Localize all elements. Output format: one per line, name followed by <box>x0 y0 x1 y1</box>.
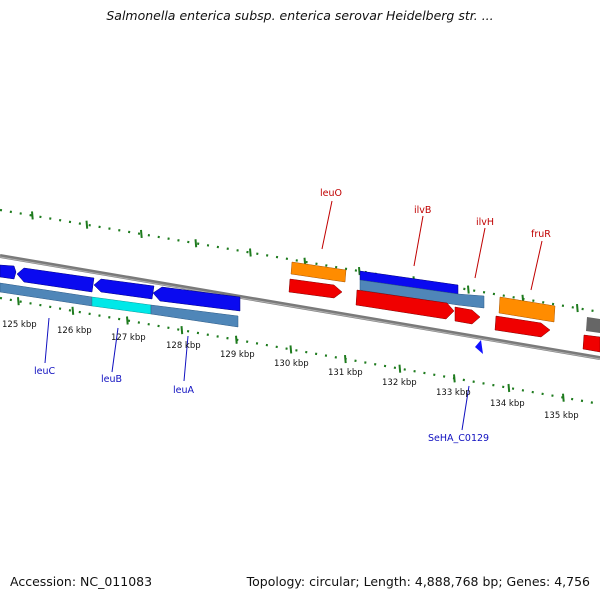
cds-arrow <box>152 286 241 312</box>
gene-label-fruR: fruR <box>531 229 551 240</box>
major-tick <box>576 304 579 313</box>
map-title: Salmonella enterica subsp. enterica sero… <box>106 8 494 23</box>
scale-label: 134 kbp <box>490 399 525 409</box>
cds-arrow <box>288 278 343 299</box>
reverse-cds-track <box>0 264 241 312</box>
major-tick <box>562 393 565 402</box>
scale-label: 128 kbp <box>166 341 201 351</box>
major-tick <box>507 383 511 393</box>
gene-label-ilvH: ilvH <box>476 217 494 228</box>
major-tick <box>71 306 75 315</box>
topology-summary-text: Topology: circular; Length: 4,888,768 bp… <box>246 574 590 589</box>
cds-arrow <box>0 264 17 280</box>
feature-leuO <box>290 261 347 283</box>
forward-feature-track <box>288 261 600 353</box>
cds-arrow <box>582 334 600 353</box>
operon-track <box>0 282 239 328</box>
gene-label-leuA: leuA <box>173 385 195 396</box>
major-tick <box>398 364 402 373</box>
major-tick <box>249 248 252 257</box>
gene-label-leuC: leuC <box>34 366 56 377</box>
scale-label: 125 kbp <box>2 320 37 330</box>
inner-tick-track <box>0 296 600 406</box>
major-tick <box>140 229 143 239</box>
major-tick <box>17 297 20 306</box>
scale-label: 135 kbp <box>544 411 579 421</box>
major-tick <box>467 285 470 294</box>
gene-labels: leuO ilvB ilvH fruR leuC leuB leuA SeHA_… <box>34 188 551 444</box>
major-tick <box>358 266 361 276</box>
major-tick <box>453 374 456 383</box>
major-tick <box>344 354 347 364</box>
major-tick <box>235 335 238 344</box>
major-tick <box>194 239 198 248</box>
cds-arrow <box>16 267 95 293</box>
outer-tick-track <box>0 208 600 314</box>
label-pointers <box>44 200 543 431</box>
scale-label: 127 kbp <box>111 333 146 343</box>
operon-bar-leuB <box>91 296 152 315</box>
accession-text: Accession: NC_011083 <box>10 574 153 589</box>
cds-arrow <box>93 278 155 300</box>
cds-arrow <box>494 315 551 338</box>
gene-label-ilvB: ilvB <box>414 205 431 216</box>
gray-feature <box>586 317 600 333</box>
feature-ilvB-operon <box>359 279 485 309</box>
major-tick <box>180 326 184 335</box>
cds-arrow <box>454 306 481 325</box>
scale-label: 129 kbp <box>220 350 255 360</box>
major-tick <box>126 316 129 325</box>
scale-labels: 125 kbp 126 kbp 127 kbp 128 kbp 129 kbp … <box>2 320 579 421</box>
scale-label: 133 kbp <box>436 388 471 398</box>
scale-label: 130 kbp <box>274 359 309 369</box>
scale-label: 132 kbp <box>382 378 417 388</box>
major-tick <box>85 220 89 229</box>
operon-bar-leuA <box>150 304 239 328</box>
seha-c0129-marker <box>475 340 483 354</box>
major-tick <box>289 345 293 354</box>
major-tick <box>31 211 34 220</box>
cds-arrow <box>355 289 455 320</box>
backbone <box>0 254 600 360</box>
feature-fruR <box>498 296 556 323</box>
scale-label: 126 kbp <box>57 326 92 336</box>
gene-label-seha-c0129: SeHA_C0129 <box>428 433 489 444</box>
gene-label-leuO: leuO <box>320 188 342 199</box>
scale-label: 131 kbp <box>328 368 363 378</box>
gene-label-leuB: leuB <box>101 374 122 385</box>
